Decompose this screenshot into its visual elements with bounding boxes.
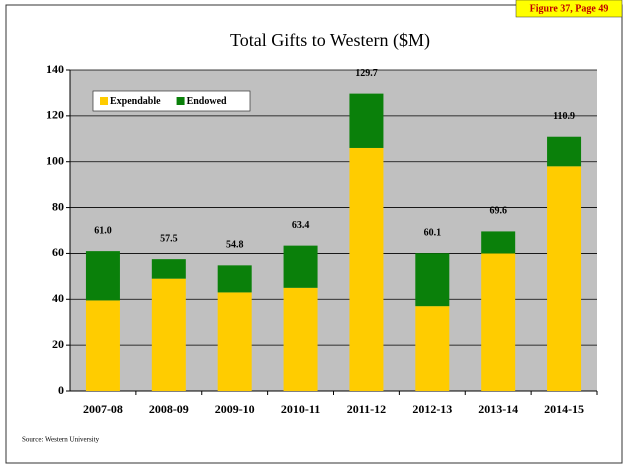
bar-segment [481,253,516,391]
total-label: 110.9 [553,111,575,122]
chart-title: Total Gifts to Western ($M) [230,30,430,51]
total-label: 63.4 [292,220,310,231]
y-tick-label: 140 [46,62,64,76]
bar-segment [151,259,186,279]
bar-segment [85,251,120,301]
x-tick-label: 2011-12 [347,402,386,416]
total-label: 57.5 [160,233,178,244]
y-tick-label: 120 [46,108,64,122]
legend-swatch [100,97,108,105]
legend-label: Expendable [110,96,161,107]
total-label: 54.8 [226,240,244,251]
bar-segment [349,93,384,148]
source: Source: Western University [22,436,100,444]
x-tick-label: 2013-14 [478,402,518,416]
bar-segment [217,292,252,391]
figure-tag-box [515,0,623,18]
bar-segment [415,253,450,307]
bar-segment [283,287,318,391]
bar-segment [349,147,384,391]
x-tick-label: 2014-15 [544,402,584,416]
y-tick-label: 0 [58,383,64,397]
total-label: 69.6 [489,206,507,217]
x-tick-label: 2007-08 [83,402,123,416]
y-tick-label: 20 [52,337,64,351]
total-label: 60.1 [424,227,442,238]
bar-segment [217,265,252,293]
y-tick-label: 60 [52,245,64,259]
bar-segment [151,278,186,391]
legend-label: Endowed [187,96,227,107]
bar-segment [547,166,582,391]
y-tick-label: 80 [52,199,64,213]
x-tick-label: 2008-09 [149,402,189,416]
x-tick-label: 2010-11 [281,402,320,416]
plot-area [70,70,597,391]
figure-tag: Figure 37, Page 49 [530,3,609,14]
bar-segment [481,231,516,254]
bar-segment [415,306,450,391]
total-label: 61.0 [94,225,112,236]
x-tick-label: 2009-10 [215,402,255,416]
total-label: 129.7 [355,68,378,79]
legend-swatch [176,97,185,105]
y-tick-label: 100 [46,153,64,167]
y-tick-label: 40 [52,291,64,305]
legend-box [92,90,251,112]
x-tick-label: 2012-13 [412,402,452,416]
bar-segment [283,245,318,288]
bar-segment [547,136,582,167]
bar-segment [85,300,120,391]
